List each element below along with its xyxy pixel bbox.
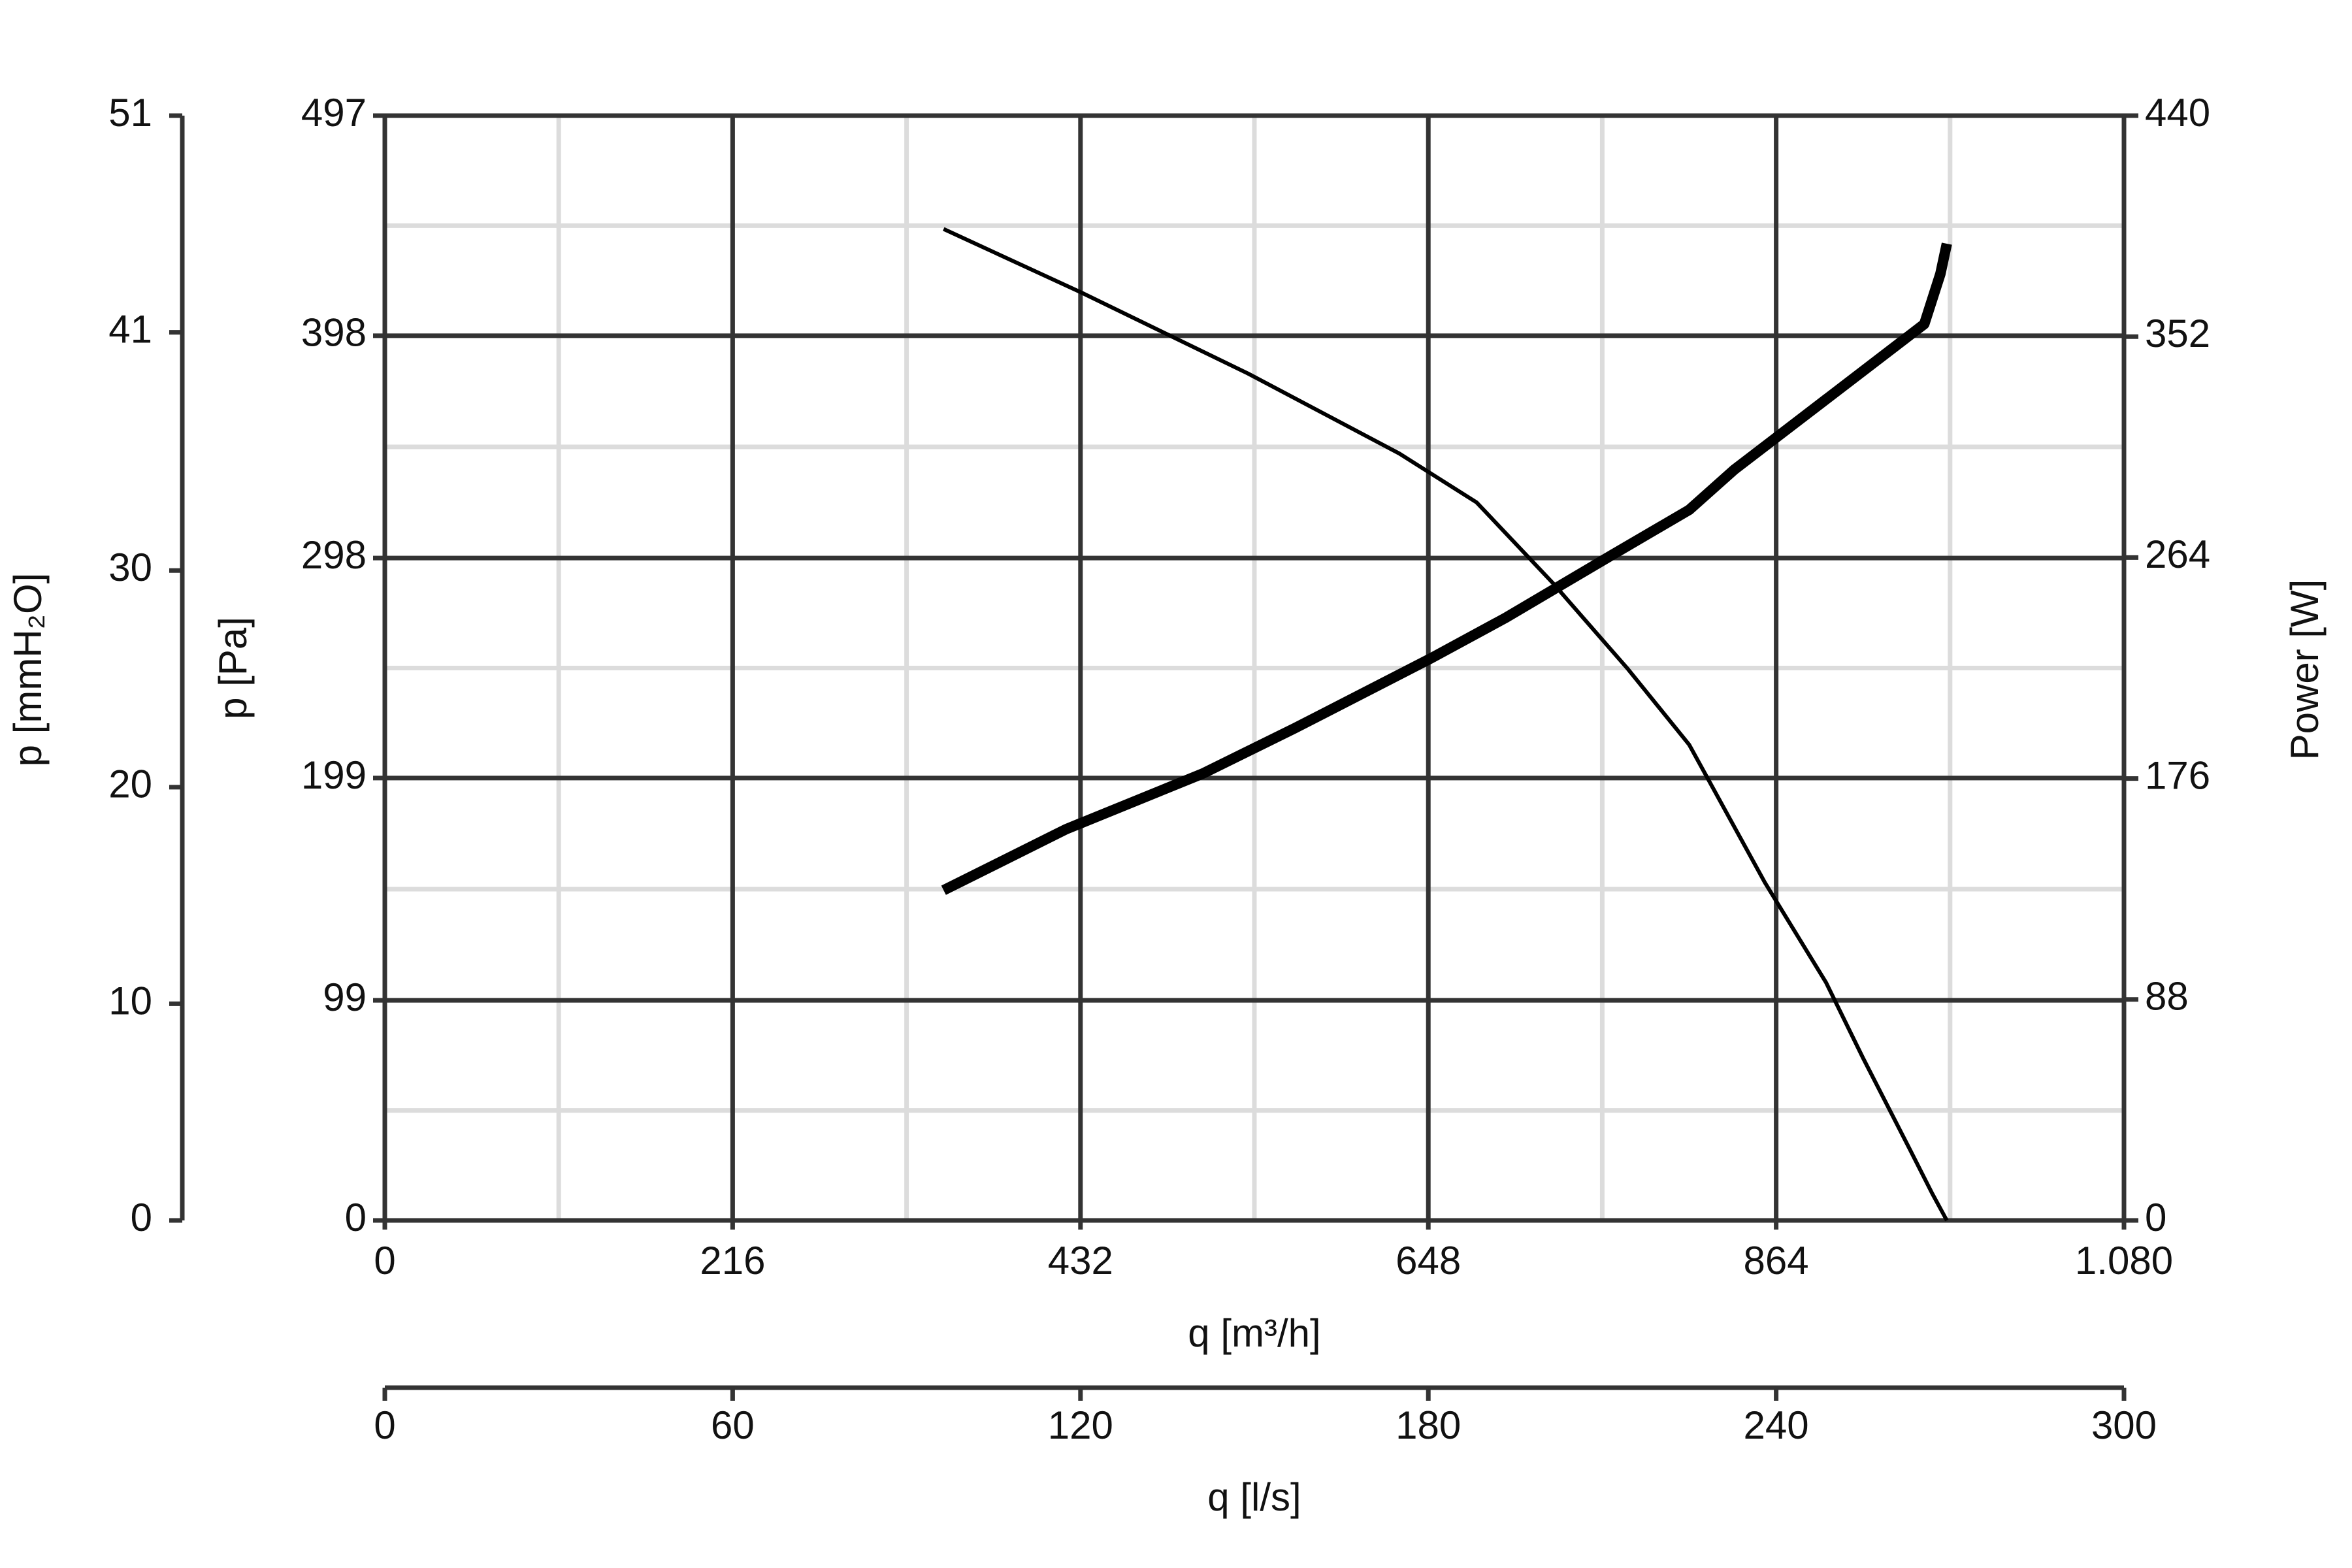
y2-tick-label: 176: [2145, 753, 2210, 797]
y-tick-label: 497: [301, 91, 367, 135]
x-tick-label: 0: [374, 1239, 395, 1282]
x-tick-label: 648: [1396, 1239, 1461, 1282]
x-tick-label: 432: [1048, 1239, 1113, 1282]
y-tick-label: 298: [301, 533, 367, 577]
x-tick-label: 864: [1744, 1239, 1809, 1282]
x-tick-label: 1.080: [2075, 1239, 2173, 1282]
y3-tick-label: 30: [108, 546, 152, 589]
x-axis-title: q [m³/h]: [1188, 1311, 1320, 1355]
y2-axis-title: Power [W]: [2283, 580, 2327, 760]
curve: [941, 242, 1952, 895]
x2-tick-label: 120: [1048, 1403, 1113, 1447]
y3-tick-label: 10: [108, 979, 152, 1022]
y2-tick-label: 0: [2145, 1196, 2166, 1239]
y-tick-label: 398: [301, 311, 367, 355]
y3-tick-label: 20: [108, 762, 152, 806]
y3-tick-label: 0: [131, 1196, 152, 1239]
x-tick-label: 216: [700, 1239, 765, 1282]
y3-tick-label: 51: [108, 91, 152, 135]
x2-tick-label: 60: [711, 1403, 755, 1447]
y3-axis-title: p [mmH₂O]: [6, 573, 50, 767]
y2-tick-label: 440: [2145, 91, 2210, 135]
y2-tick-label: 88: [2145, 975, 2189, 1019]
x2-tick-label: 0: [374, 1403, 395, 1447]
y-tick-label: 199: [301, 753, 367, 797]
curve: [943, 227, 1949, 1222]
x2-tick-label: 240: [1744, 1403, 1809, 1447]
y-tick-label: 99: [323, 975, 367, 1019]
y2-tick-label: 264: [2145, 532, 2210, 576]
x2-tick-label: 300: [2091, 1403, 2157, 1447]
x2-axis-title: q [l/s]: [1207, 1475, 1301, 1519]
y-axis-title: p [Pa]: [211, 617, 255, 719]
x2-tick-label: 180: [1396, 1403, 1461, 1447]
y-tick-label: 0: [345, 1196, 367, 1239]
y3-tick-label: 41: [108, 307, 152, 351]
y2-tick-label: 352: [2145, 312, 2210, 355]
